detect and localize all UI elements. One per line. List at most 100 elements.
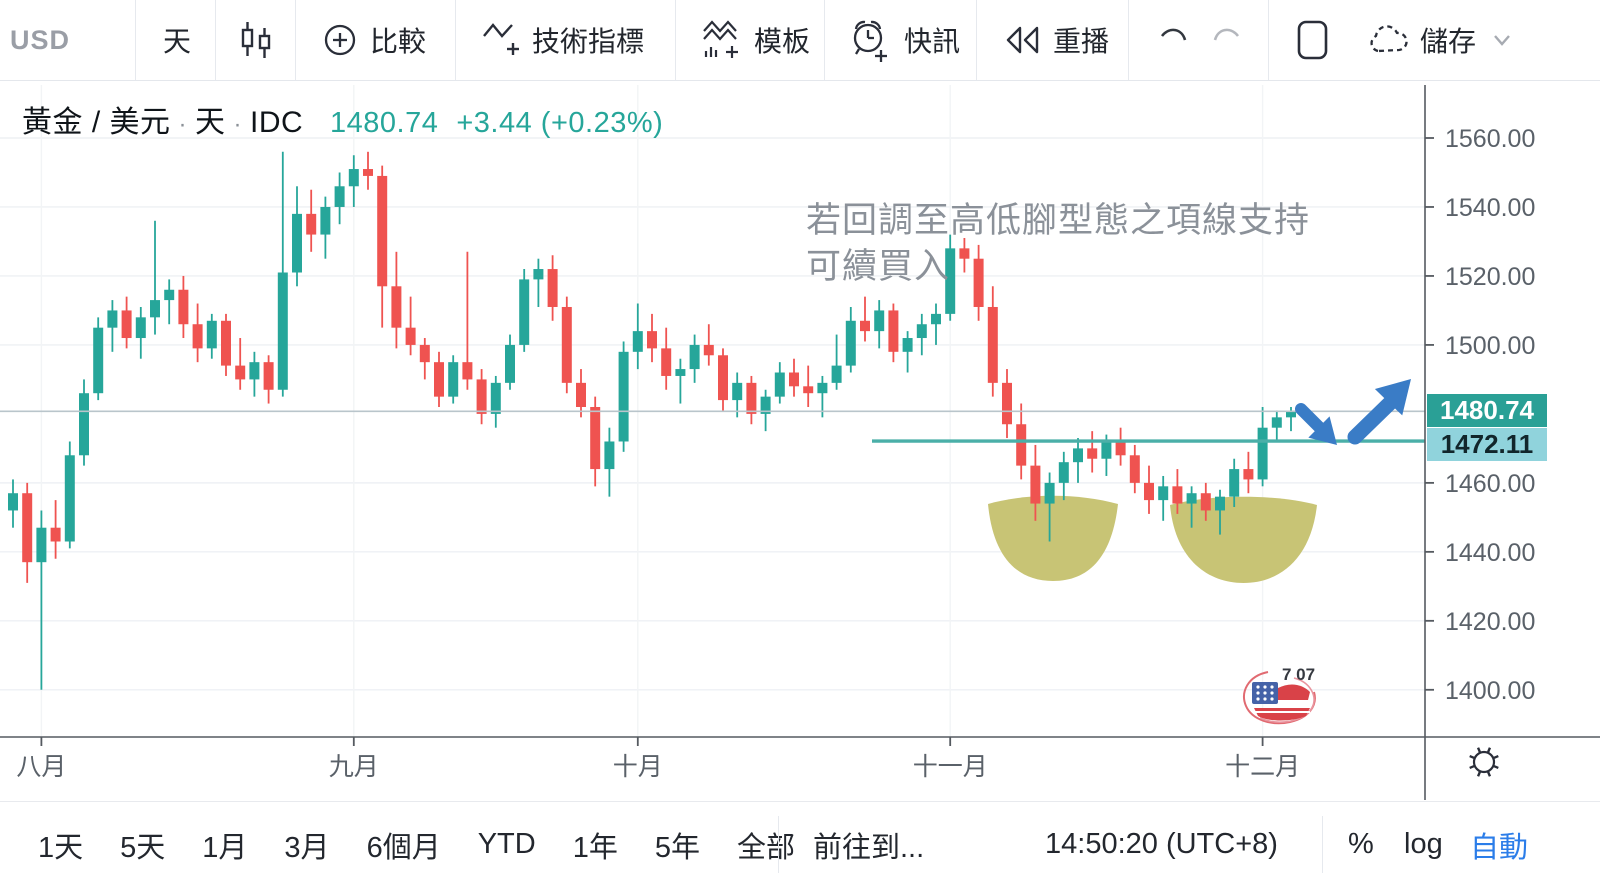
support-price-axis-label: 1472.11 <box>1427 428 1547 461</box>
range-button-1[interactable]: 1天 <box>38 831 84 864</box>
candle-62 <box>888 303 899 363</box>
square-panel-icon <box>1297 20 1328 60</box>
chart-canvas[interactable]: 1560.00 1540.00 1520.00 1500.00 1460.00 1440.… <box>0 80 1600 801</box>
candlestick-icon <box>241 22 271 58</box>
auto-label: 自動 <box>1470 831 1529 864</box>
range-button-6[interactable]: YTD <box>477 828 536 860</box>
redo-button[interactable] <box>1208 0 1248 80</box>
candle-81 <box>1158 475 1169 521</box>
panel-button[interactable] <box>1294 0 1332 80</box>
candle-44 <box>632 303 643 370</box>
interval-button[interactable]: 天 <box>163 0 191 80</box>
candle-32 <box>462 251 473 390</box>
undo-button[interactable] <box>1152 0 1192 80</box>
candle-79 <box>1129 444 1140 494</box>
candle-84 <box>1200 482 1211 521</box>
range-button-2[interactable]: 5天 <box>120 831 166 864</box>
candle-49 <box>703 324 714 366</box>
candle-15 <box>221 313 231 376</box>
gear-tooth <box>1492 764 1499 770</box>
range-button-8[interactable]: 5年 <box>654 831 700 864</box>
candle-31 <box>448 355 459 404</box>
candle-87 <box>1243 451 1254 494</box>
range-button-4[interactable]: 3月 <box>284 831 330 864</box>
cup-annotations[interactable] <box>988 495 1317 583</box>
save-button[interactable]: 儲存 <box>1366 0 1512 80</box>
candle-2 <box>36 510 47 690</box>
toolbar-separator <box>1268 0 1269 80</box>
footer-separator <box>1322 816 1323 873</box>
drawing-text-annotation[interactable]: 若回調至高低腳型態之項線支持 可續買入 <box>806 198 1310 290</box>
chart-style-button[interactable] <box>237 0 275 80</box>
gear-icon <box>1472 750 1496 774</box>
watermark-logo: 7 07 <box>1243 666 1316 725</box>
candle-35 <box>505 334 515 390</box>
candle-19 <box>277 151 288 397</box>
toolbar-separator <box>295 0 296 80</box>
candle-5 <box>79 379 89 466</box>
candle-21 <box>306 189 317 252</box>
candle-86 <box>1229 458 1240 508</box>
axis-settings-button[interactable] <box>1469 747 1499 777</box>
candle-36 <box>519 269 530 352</box>
candle-0 <box>8 479 18 528</box>
candle-30 <box>434 351 444 407</box>
cloud-save-icon <box>1370 25 1408 53</box>
interval-title: 天 <box>195 106 226 139</box>
candle-46 <box>661 327 672 390</box>
template-button[interactable]: 模板 <box>700 0 810 80</box>
axes: 1560.00 1540.00 1520.00 1500.00 1460.00 1440.… <box>0 85 1600 800</box>
symbol-short-label: USD <box>10 24 71 55</box>
candle-16 <box>235 338 246 390</box>
chart-legend[interactable]: 黃金 / 美元 · 天 · IDC 1480.74 +3.44 (+0.23%) <box>22 97 663 141</box>
auto-scale-button[interactable]: 自動 <box>1470 802 1528 886</box>
candle-34 <box>490 375 501 428</box>
candle-73 <box>1044 472 1055 542</box>
candle-64 <box>916 313 927 356</box>
log-scale-button[interactable]: log <box>1404 802 1443 886</box>
range-button-7[interactable]: 1年 <box>572 831 618 864</box>
arrow-head-up-right <box>1374 379 1411 416</box>
candle-53 <box>760 389 771 432</box>
alert-button[interactable]: 快訊 <box>848 0 960 80</box>
arrow-shaft <box>1347 393 1400 445</box>
clock-display[interactable]: 14:50:20 (UTC+8) <box>1045 802 1278 886</box>
indicators-button[interactable]: 技術指標 <box>480 0 644 80</box>
candle-89 <box>1271 410 1282 442</box>
price-tick-label: 1540.00 <box>1445 194 1535 222</box>
candle-55 <box>789 358 799 397</box>
candle-83 <box>1186 486 1197 528</box>
time-tick-label: 十月 <box>613 753 663 781</box>
range-button-5[interactable]: 6個月 <box>366 831 441 864</box>
gear-tooth <box>1492 754 1499 760</box>
symbol-search-button[interactable]: USD <box>10 0 70 80</box>
clock-label: 14:50:20 (UTC+8) <box>1045 828 1278 860</box>
cup-shape[interactable] <box>1170 496 1317 583</box>
compare-button[interactable]: 比較 <box>320 0 426 80</box>
candle-88 <box>1257 406 1268 487</box>
time-axis[interactable] <box>0 737 1425 799</box>
range-button-9[interactable]: 全部 <box>736 831 795 864</box>
arrow-annotations[interactable] <box>1295 379 1411 445</box>
candle-66 <box>945 234 956 321</box>
replay-icon <box>1006 26 1039 54</box>
gear-tooth <box>1486 747 1492 754</box>
candle-28 <box>405 296 416 356</box>
range-button-3[interactable]: 1月 <box>202 831 248 864</box>
candle-72 <box>1030 444 1041 521</box>
compare-label: 比較 <box>370 26 427 57</box>
candle-41 <box>590 396 601 487</box>
candle-50 <box>718 348 728 411</box>
goto-date-button[interactable]: 前往到... <box>813 802 924 886</box>
cup-shape[interactable] <box>988 495 1118 581</box>
candle-59 <box>845 306 856 373</box>
replay-button[interactable]: 重播 <box>1003 0 1109 80</box>
last-price-axis-label: 1480.74 <box>1427 394 1547 427</box>
toolbar-separator <box>455 0 456 80</box>
candle-17 <box>249 351 260 397</box>
candle-43 <box>618 341 629 452</box>
candle-14 <box>206 313 217 359</box>
percent-scale-button[interactable]: % <box>1348 802 1374 886</box>
redo-icon <box>1213 28 1240 41</box>
candle-20 <box>292 186 302 287</box>
